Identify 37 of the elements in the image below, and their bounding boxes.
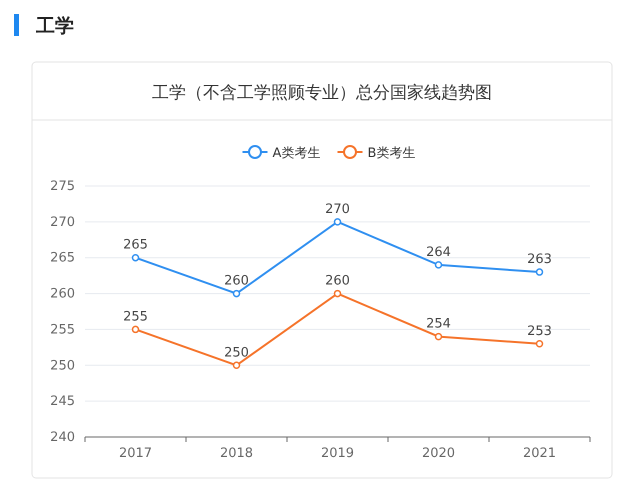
point [434, 332, 442, 340]
y-tick-label: 265 [50, 250, 75, 266]
legend-label: B类考生 [368, 146, 416, 161]
y-tick-label: 260 [50, 286, 75, 302]
y-tick-label: 270 [50, 214, 75, 230]
data-label: 254 [426, 316, 451, 332]
y-tick-label: 245 [50, 394, 75, 410]
y-tick-label: 275 [50, 179, 75, 194]
x-tick-label: 2017 [118, 446, 152, 461]
y-tick-label: 240 [50, 430, 75, 445]
chart-title: 工学（不含工学照顾专业）总分国家线趋势图 [152, 83, 492, 103]
chart-subtitle: 工学 [35, 15, 74, 37]
point [536, 268, 544, 276]
point [232, 362, 240, 370]
x-tick-label: 2020 [422, 446, 456, 461]
x-tick-label: 2018 [220, 446, 254, 461]
point [434, 261, 442, 269]
point [132, 254, 140, 262]
point [232, 290, 240, 298]
x-tick-label: 2021 [522, 446, 556, 461]
data-label: 260 [325, 274, 350, 289]
data-label: 264 [426, 244, 451, 260]
y-tick-label: 250 [50, 358, 75, 374]
point [536, 340, 544, 348]
data-label: 260 [224, 274, 249, 289]
legend-label: A类考生 [272, 146, 320, 161]
data-label: 250 [224, 345, 249, 360]
data-label: 253 [527, 324, 552, 339]
data-label: 270 [325, 202, 350, 217]
data-label: 265 [123, 238, 148, 253]
x-tick-label: 2019 [320, 446, 354, 461]
data-label: 263 [527, 252, 552, 268]
y-tick-label: 255 [50, 322, 75, 338]
data-label: 255 [123, 309, 148, 324]
point [334, 218, 342, 226]
point [132, 326, 140, 334]
point [334, 290, 342, 298]
